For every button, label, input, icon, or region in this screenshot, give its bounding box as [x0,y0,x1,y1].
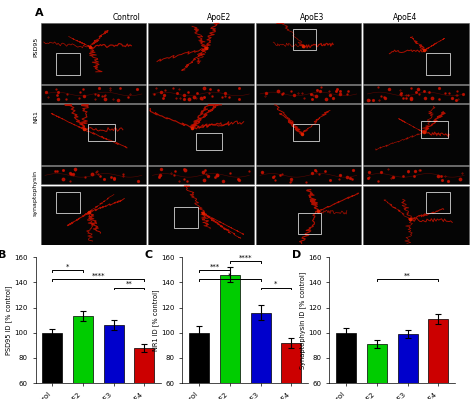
Bar [148,85,254,103]
Bar [255,186,361,247]
Bar [41,186,146,247]
Text: ***: *** [210,264,220,270]
Bar [363,248,469,266]
Bar [148,248,254,266]
Bar [190,333,210,399]
Text: Control: Control [112,13,140,22]
Bar [363,186,469,247]
Bar [363,23,469,84]
Bar [41,104,146,165]
Text: PSD95: PSD95 [33,37,38,57]
Bar [398,334,418,399]
Bar [148,166,254,184]
Bar [148,23,254,84]
Text: ApoE2: ApoE2 [207,13,231,22]
Bar [255,85,361,103]
Bar [104,325,124,399]
Bar [337,333,356,399]
Bar [41,248,146,266]
Text: NR1: NR1 [33,110,38,122]
Bar [134,348,154,399]
Bar [43,333,63,399]
Text: *: * [274,281,278,287]
Text: synaptophysin: synaptophysin [33,170,38,216]
Bar [148,104,254,165]
Bar [427,53,450,75]
Text: *: * [228,273,232,279]
Text: ****: **** [91,273,105,279]
Text: C: C [145,250,153,260]
Bar [220,275,240,399]
Bar [363,85,469,103]
Bar [427,192,450,213]
Bar [41,166,146,184]
Bar [255,104,361,165]
Text: ApoE4: ApoE4 [393,13,418,22]
Bar [363,166,469,184]
Text: **: ** [404,273,411,279]
Bar [56,192,80,213]
Bar [148,186,254,247]
Bar [174,207,198,228]
Bar [363,104,469,165]
Bar [41,85,146,103]
Text: *: * [66,264,69,270]
Y-axis label: NR1 ID [% control]: NR1 ID [% control] [152,289,159,351]
Y-axis label: PSD95 ID [% control]: PSD95 ID [% control] [5,285,12,355]
Bar [281,343,301,399]
Bar [298,213,321,234]
Bar [255,248,361,266]
Y-axis label: Synaptophysin ID [% control]: Synaptophysin ID [% control] [299,271,306,369]
Bar [73,316,93,399]
Text: ****: **** [238,255,252,261]
Bar [41,23,146,84]
Bar [251,313,271,399]
Text: ApoE3: ApoE3 [300,13,324,22]
Bar [367,344,387,399]
Text: D: D [292,250,301,260]
Bar [292,29,316,50]
Bar [421,120,447,138]
Bar [88,124,115,141]
Text: B: B [0,250,6,260]
Text: A: A [35,8,44,18]
Bar [292,124,319,141]
Bar [255,166,361,184]
Bar [255,23,361,84]
Bar [428,319,448,399]
Bar [56,53,80,75]
Bar [196,133,222,150]
Text: **: ** [126,281,132,287]
